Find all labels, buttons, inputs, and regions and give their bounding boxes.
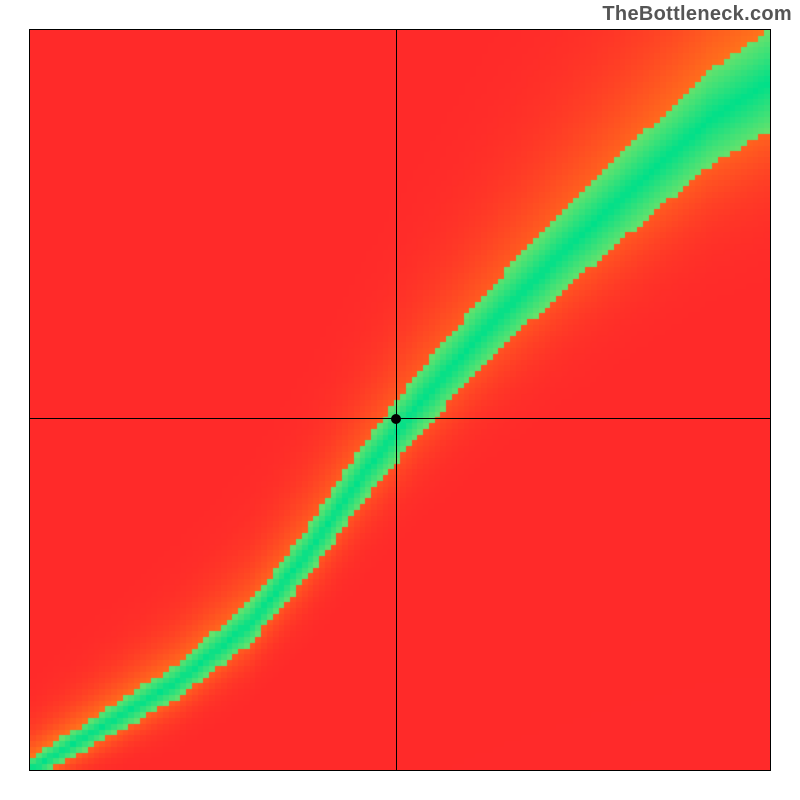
plot-frame bbox=[30, 30, 770, 770]
bottleneck-heatmap bbox=[30, 30, 770, 770]
crosshair-vertical bbox=[396, 30, 397, 770]
chart-container: TheBottleneck.com bbox=[0, 0, 800, 800]
watermark-text: TheBottleneck.com bbox=[602, 3, 792, 26]
marker-point bbox=[391, 414, 401, 424]
